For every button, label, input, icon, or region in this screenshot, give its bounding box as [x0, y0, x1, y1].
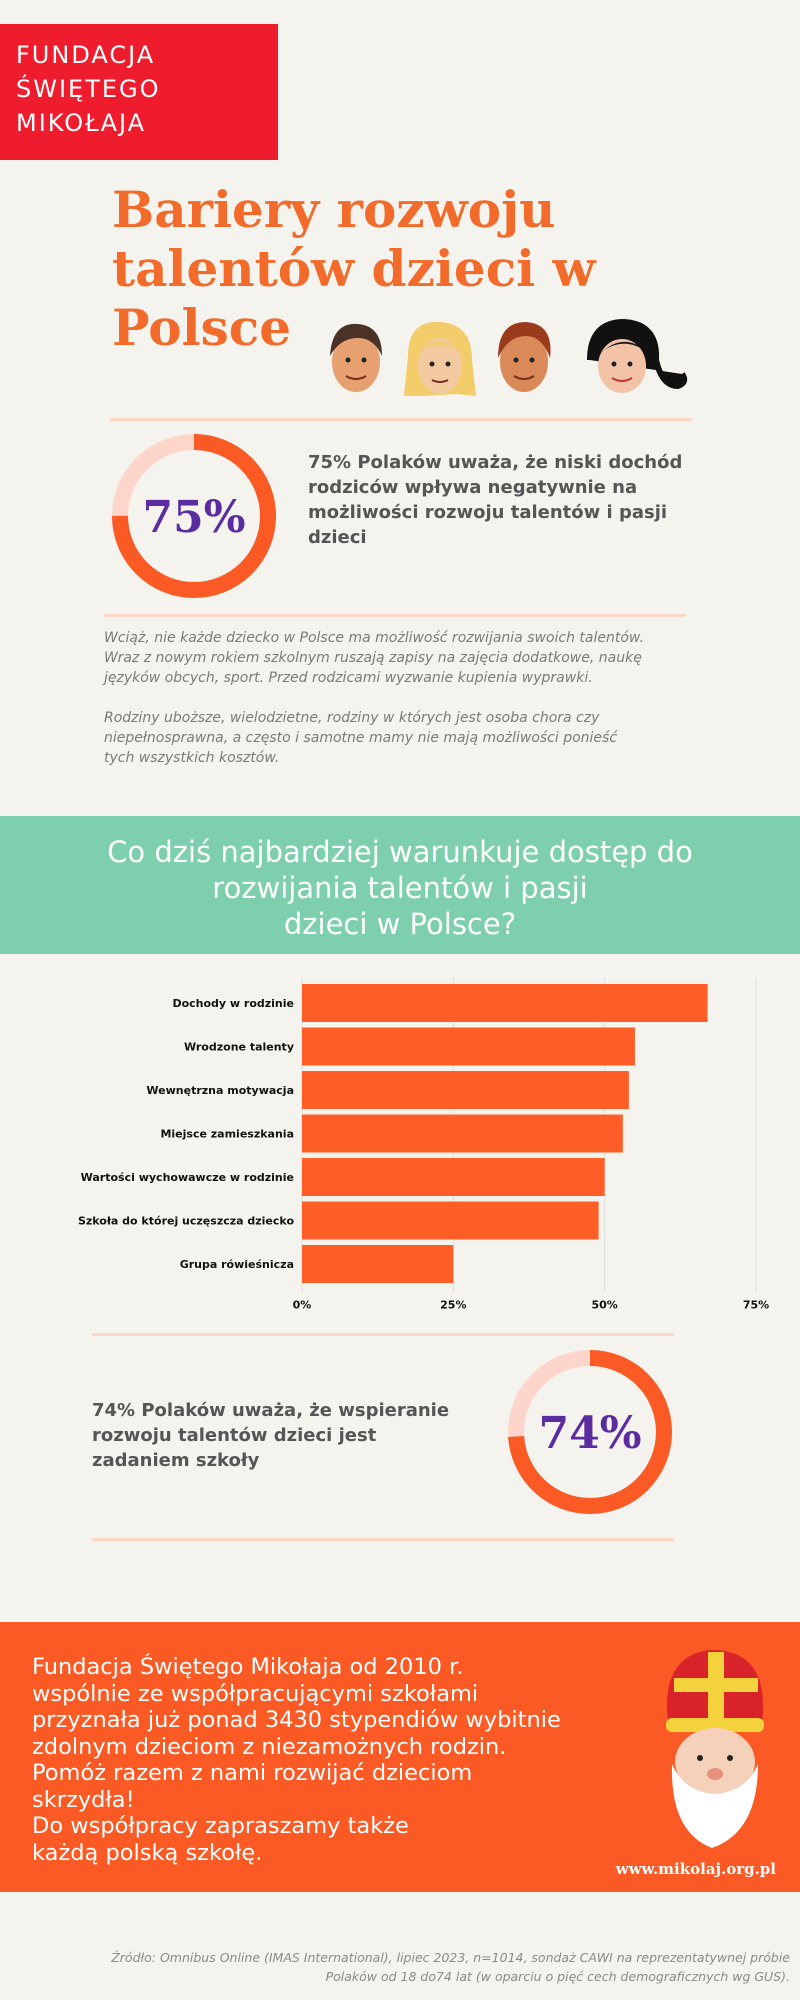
- title-line: Bariery rozwoju: [112, 180, 556, 239]
- black-hair-girl-face-icon: [587, 318, 688, 393]
- x-tick-label: 75%: [743, 1299, 769, 1311]
- website-link[interactable]: www.mikolaj.org.pl: [615, 1860, 776, 1878]
- blonde-girl-face-icon: [404, 321, 476, 396]
- question-line: rozwijania talentów i pasji: [212, 871, 588, 905]
- description-line: języków obcych, sport. Przed rodzicami w…: [104, 670, 593, 686]
- stat-74-text: 74% Polaków uważa, że wspieranie rozwoju…: [92, 1398, 452, 1473]
- footer-line: każdą polską szkołę.: [32, 1839, 263, 1866]
- donut-percent-label: 74%: [538, 1408, 641, 1459]
- section-divider: [92, 1538, 674, 1541]
- logo-line: FUNDACJA: [16, 41, 156, 69]
- donut-chart-75: 75%: [112, 434, 276, 598]
- footer-line: Do współpracy zapraszamy także: [32, 1813, 409, 1839]
- donut-value-arc: [112, 434, 276, 598]
- boy-face-icon: [330, 323, 382, 392]
- bar-chart: 0% 25% 50% 75% Dochody w rodzinie Wrodzone ta…: [78, 978, 769, 1311]
- donut-value-arc: [508, 1350, 672, 1514]
- bar: [302, 1114, 623, 1153]
- description-line: Rodziny uboższe, wielodzietne, rodziny w…: [104, 710, 600, 726]
- x-tick-label: 0%: [293, 1299, 312, 1311]
- category-label: Miejsce zamieszkania: [160, 1128, 294, 1141]
- category-label: Wartości wychowawcze w rodzinie: [81, 1171, 294, 1184]
- category-label: Grupa rówieśnicza: [180, 1258, 294, 1271]
- redhead-boy-face-icon: [498, 322, 551, 392]
- bar: [302, 1201, 599, 1240]
- stat-line: dzieci: [308, 527, 367, 548]
- santa-claus-icon: [666, 1650, 764, 1848]
- stat-line: 75% Polaków uważa, że niski dochód: [308, 452, 683, 473]
- logo-line: ŚWIĘTEGO: [16, 75, 161, 103]
- description-line: Wraz z nowym rokiem szkolnym ruszają zap…: [104, 650, 642, 666]
- bar: [302, 1158, 605, 1196]
- page-title: Bariery rozwoju talentów dzieci w Polsce: [112, 180, 672, 357]
- footer-line: przyznała już ponad 3430 stypendiów wybi…: [32, 1707, 561, 1733]
- bar: [302, 1027, 635, 1066]
- section-divider: [104, 614, 686, 617]
- question-line: dzieci w Polsce?: [283, 907, 517, 941]
- stat-75-text: 75% Polaków uważa, że niski dochód rodzi…: [308, 450, 688, 550]
- bar: [302, 984, 708, 1022]
- source-line: Źródło: Omnibus Online (IMAS Internation…: [111, 1950, 790, 1965]
- stat-line: możliwości rozwoju talentów i pasji: [308, 502, 668, 523]
- description-line: Wciąż, nie każde dziecko w Polsce ma moż…: [104, 630, 644, 646]
- description-line: niepełnosprawna, a często i samotne mamy…: [104, 730, 618, 746]
- stat-line: rozwoju talentów dzieci jest: [92, 1425, 377, 1446]
- children-faces-illustration: [330, 318, 688, 396]
- title-line: Polsce: [112, 298, 292, 357]
- description-paragraph: Wciąż, nie każde dziecko w Polsce ma moż…: [104, 628, 694, 688]
- question-banner: Co dziś najbardziej warunkuje dostęp do …: [0, 816, 800, 954]
- question-line: Co dziś najbardziej warunkuje dostęp do: [107, 835, 693, 869]
- intro-description: Wciąż, nie każde dziecko w Polsce ma moż…: [104, 628, 694, 788]
- source-note: Źródło: Omnibus Online (IMAS Internation…: [30, 1948, 790, 1986]
- category-label: Szkoła do której uczęszcza dziecko: [78, 1215, 295, 1228]
- bar: [302, 1245, 454, 1283]
- footer-banner: Fundacja Świętego Mikołaja od 2010 r. ws…: [0, 1622, 800, 1892]
- footer-line: Pomóż razem z nami rozwijać dzieciom: [32, 1760, 473, 1786]
- category-label: Wrodzone talenty: [184, 1041, 294, 1054]
- footer-line: wspólnie ze współpracującymi szkołami: [32, 1680, 479, 1707]
- description-line: tych wszystkich kosztów.: [104, 750, 280, 766]
- x-tick-label: 50%: [591, 1299, 617, 1311]
- description-paragraph: Rodziny uboższe, wielodzietne, rodziny w…: [104, 708, 694, 768]
- stat-line: rodziców wpływa negatywnie na: [308, 477, 638, 498]
- stat-line: 74% Polaków uważa, że wspieranie: [92, 1400, 450, 1421]
- foundation-logo[interactable]: FUNDACJA ŚWIĘTEGO MIKOŁAJA: [0, 24, 278, 160]
- stat-line: zadaniem szkoły: [92, 1450, 260, 1471]
- donut-chart-74: 74%: [508, 1350, 672, 1514]
- x-tick-label: 25%: [440, 1299, 466, 1311]
- category-label: Dochody w rodzinie: [172, 997, 294, 1010]
- section-divider: [110, 418, 692, 421]
- source-line: Polaków od 18 do74 lat (w oparciu o pięć…: [325, 1969, 790, 1984]
- title-line: talentów dzieci w: [112, 239, 596, 298]
- donut-percent-label: 75%: [142, 492, 245, 543]
- footer-line: Fundacja Świętego Mikołaja od 2010 r.: [32, 1654, 464, 1680]
- logo-line: MIKOŁAJA: [16, 109, 147, 137]
- section-divider: [92, 1333, 674, 1336]
- footer-line: zdolnym dzieciom z niezamożnych rodzin.: [32, 1733, 507, 1760]
- bar: [302, 1071, 629, 1109]
- footer-line: skrzydła!: [32, 1786, 135, 1813]
- footer-text: Fundacja Świętego Mikołaja od 2010 r. ws…: [32, 1654, 652, 1866]
- category-label: Wewnętrzna motywacja: [146, 1084, 294, 1097]
